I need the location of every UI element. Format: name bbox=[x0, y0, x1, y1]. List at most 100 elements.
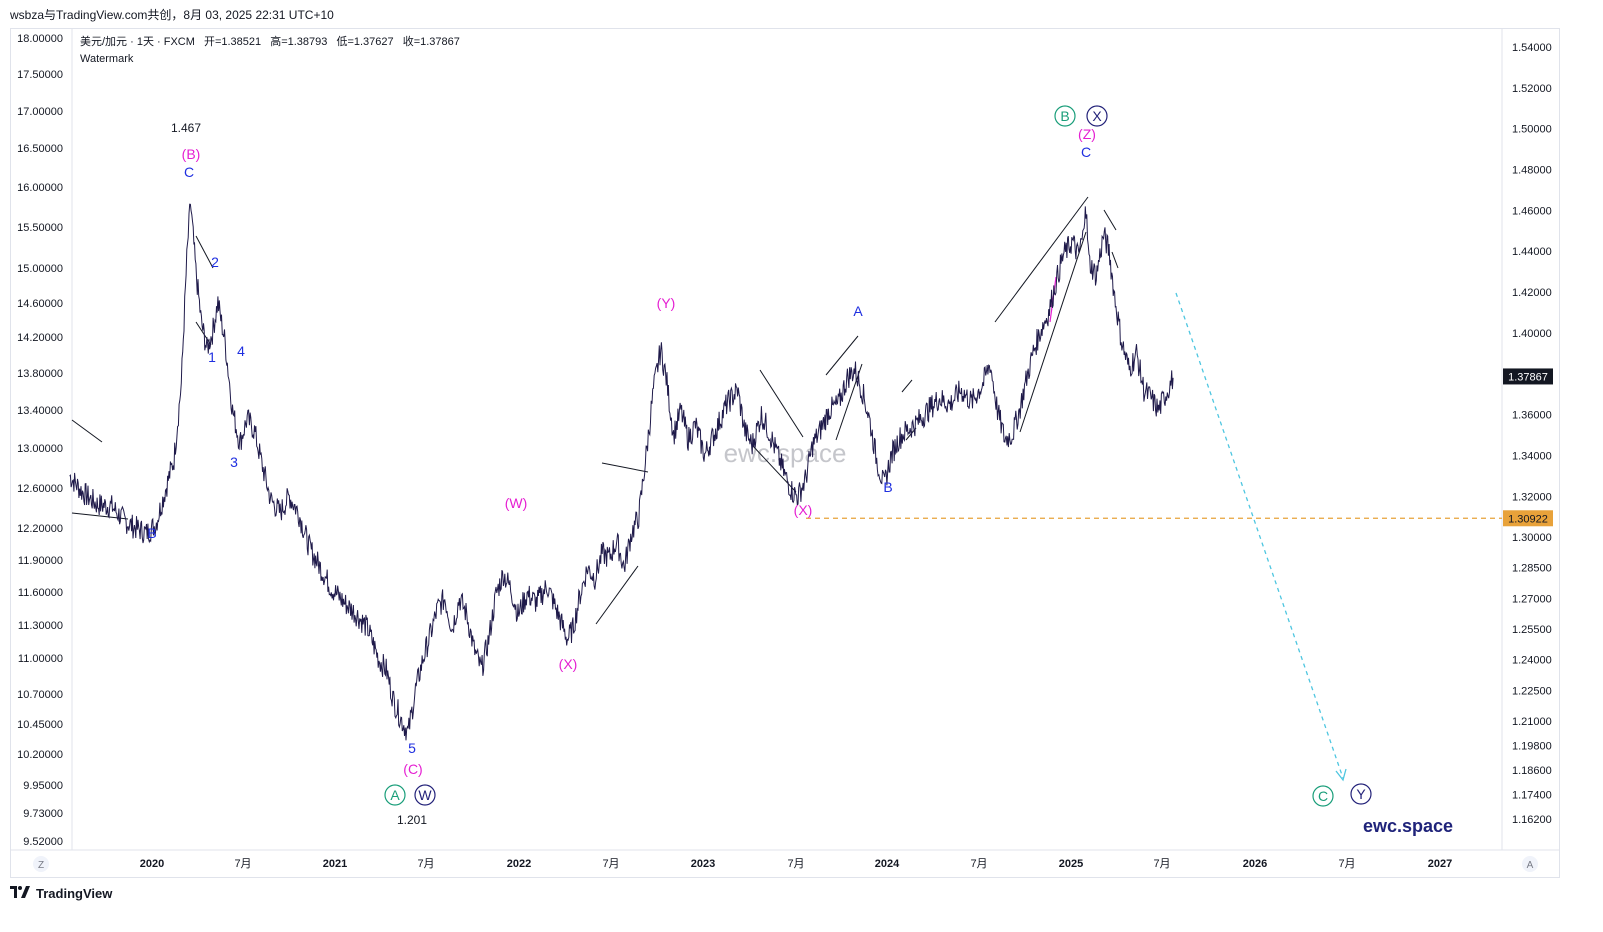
wave-label: C bbox=[1081, 144, 1091, 160]
right-axis-tick: 1.50000 bbox=[1512, 124, 1552, 136]
left-axis-tick: 15.50000 bbox=[17, 222, 63, 234]
ohlc-low-value: =1.37627 bbox=[347, 36, 393, 48]
left-axis-tick: 10.20000 bbox=[17, 749, 63, 761]
wave-label: (W) bbox=[505, 495, 528, 511]
footer-brand: TradingView bbox=[10, 885, 112, 901]
wave-label: C bbox=[1318, 788, 1328, 804]
chart-frame bbox=[10, 28, 1560, 878]
wave-label: (X) bbox=[559, 656, 578, 672]
wave-label: (Z) bbox=[1078, 126, 1096, 142]
level-price-label: 1.30922 bbox=[1508, 513, 1548, 525]
right-axis-tick: 1.27000 bbox=[1512, 593, 1552, 605]
ohlc-open-value: =1.38521 bbox=[215, 36, 261, 48]
right-axis-tick: 1.17400 bbox=[1512, 789, 1552, 801]
right-axis-tick: 1.48000 bbox=[1512, 165, 1552, 177]
right-axis-tick: 1.16200 bbox=[1512, 814, 1552, 826]
zoom-corner-button[interactable] bbox=[33, 856, 49, 872]
time-axis-label: 7月 bbox=[1338, 858, 1355, 870]
left-axis-tick: 12.20000 bbox=[17, 523, 63, 535]
right-axis-tick: 1.18600 bbox=[1512, 765, 1552, 777]
wave-label: C bbox=[184, 164, 194, 180]
ohlc-low-label: 低 bbox=[336, 35, 347, 48]
time-axis: 2020 7月 2021 7月 2022 7月 2023 7月 2024 7月 2025 7月 2026… bbox=[140, 858, 1452, 870]
right-axis-tick: 1.42000 bbox=[1512, 287, 1552, 299]
wave-label: B bbox=[1060, 108, 1069, 124]
footer-brand-text: TradingView bbox=[36, 885, 113, 901]
left-axis-tick: 9.52000 bbox=[23, 836, 63, 848]
auto-scale-button[interactable] bbox=[1522, 856, 1538, 872]
wave-label: (B) bbox=[182, 146, 201, 162]
left-axis-tick: 11.60000 bbox=[18, 587, 63, 599]
right-axis-tick: 1.19800 bbox=[1512, 740, 1552, 752]
right-axis-tick: 1.54000 bbox=[1512, 42, 1552, 54]
right-axis-tick: 1.22500 bbox=[1512, 685, 1552, 697]
left-axis-tick: 17.00000 bbox=[17, 106, 63, 118]
wave-label: (Y) bbox=[657, 295, 676, 311]
ohlc-high-value: =1.38793 bbox=[281, 36, 327, 48]
left-axis-tick: 10.45000 bbox=[17, 719, 63, 731]
right-axis-tick: 1.36000 bbox=[1512, 410, 1552, 422]
left-axis-tick: 18.00000 bbox=[17, 33, 63, 45]
wave-labels: (B) C 2 1 4 3 B 5 (C) A W (W) (X) (Y) A … bbox=[147, 105, 1372, 807]
right-axis-tick: 1.52000 bbox=[1512, 83, 1552, 95]
left-axis-tick: 14.20000 bbox=[17, 332, 63, 344]
symbol-info: 美元/加元 · 1天 · FXCM bbox=[80, 35, 195, 48]
left-axis-tick: 12.60000 bbox=[17, 483, 63, 495]
time-axis-label: 7月 bbox=[602, 858, 619, 870]
right-axis-tick: 1.25500 bbox=[1512, 624, 1552, 636]
time-axis-label: 2026 bbox=[1243, 858, 1267, 870]
wave-label: (X) bbox=[794, 502, 813, 518]
left-axis-tick: 14.60000 bbox=[17, 298, 63, 310]
watermark-indicator-label: Watermark bbox=[80, 53, 134, 65]
current-price-tag: 1.37867 bbox=[1503, 368, 1553, 385]
symbol-legend: 美元/加元 · 1天 · FXCM 开=1.38521 高=1.38793 低=… bbox=[80, 34, 460, 48]
right-axis-tick: 1.44000 bbox=[1512, 246, 1552, 258]
right-axis-tick: 1.28500 bbox=[1512, 563, 1552, 575]
left-axis-tick: 13.80000 bbox=[17, 368, 63, 380]
wave-label: Y bbox=[1356, 786, 1366, 802]
time-axis-label: 2023 bbox=[691, 858, 715, 870]
right-axis-tick: 1.21000 bbox=[1512, 716, 1552, 728]
wave-label: B bbox=[147, 525, 156, 541]
wave-label: 3 bbox=[230, 454, 238, 470]
wave-label: A bbox=[853, 303, 863, 319]
ohlc-close-label: 收 bbox=[403, 34, 414, 48]
price-line bbox=[69, 203, 1174, 741]
wave-label: 1 bbox=[208, 349, 216, 365]
price-series-layer bbox=[69, 203, 1174, 741]
time-axis-label: 7月 bbox=[1153, 858, 1170, 870]
time-axis-label: 2022 bbox=[507, 858, 531, 870]
ohlc-close-value: =1.37867 bbox=[414, 36, 460, 48]
wave-drawings bbox=[71, 196, 1119, 625]
wave-label: B bbox=[883, 479, 892, 495]
current-price-label: 1.37867 bbox=[1508, 371, 1548, 383]
time-axis-label: 2027 bbox=[1428, 858, 1452, 870]
left-axis-tick: 17.50000 bbox=[17, 69, 63, 81]
ohlc-high-label: 高 bbox=[270, 34, 281, 48]
wave-label: A bbox=[390, 787, 400, 803]
time-axis-label: 2021 bbox=[323, 858, 347, 870]
wave-label: X bbox=[1092, 108, 1102, 124]
wave-label: W bbox=[418, 787, 432, 803]
time-axis-label: 7月 bbox=[970, 858, 987, 870]
time-axis-label: 2025 bbox=[1059, 858, 1083, 870]
wave-label: 5 bbox=[408, 740, 416, 756]
left-axis-tick: 16.00000 bbox=[17, 182, 63, 194]
right-axis-tick: 1.32000 bbox=[1512, 491, 1552, 503]
time-axis-label: 7月 bbox=[234, 858, 251, 870]
left-axis-tick: 10.70000 bbox=[17, 689, 63, 701]
time-axis-label: 7月 bbox=[787, 858, 804, 870]
right-axis: 1.54000 1.52000 1.50000 1.48000 1.46000 1.440… bbox=[1512, 42, 1552, 826]
left-axis-tick: 11.00000 bbox=[18, 653, 63, 665]
projection-arrow[interactable] bbox=[1175, 292, 1347, 782]
auto-scale-label: A bbox=[1527, 860, 1534, 871]
right-axis-tick: 1.30000 bbox=[1512, 532, 1552, 544]
left-axis-tick: 9.73000 bbox=[23, 808, 63, 820]
left-axis-tick: 11.90000 bbox=[18, 555, 63, 567]
zoom-corner-label: Z bbox=[38, 860, 44, 871]
right-axis-tick: 1.40000 bbox=[1512, 328, 1552, 340]
left-axis-tick: 15.00000 bbox=[17, 263, 63, 275]
left-axis-tick: 13.00000 bbox=[17, 443, 63, 455]
left-axis: 18.00000 17.50000 17.00000 16.50000 16.00000… bbox=[17, 33, 63, 848]
